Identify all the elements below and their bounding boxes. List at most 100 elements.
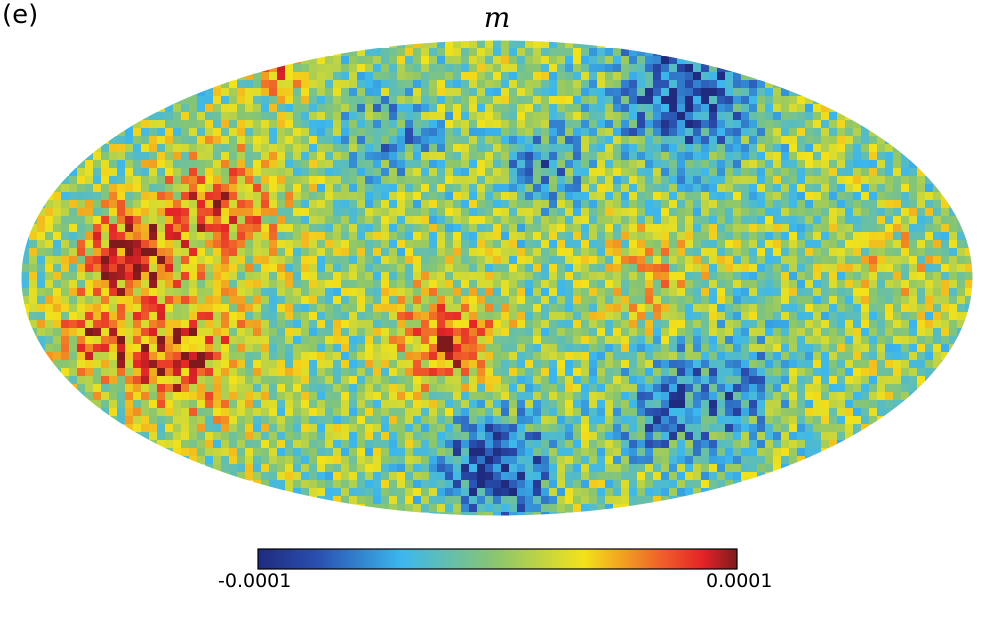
sky-pixel <box>829 144 838 153</box>
sky-pixel <box>541 208 550 217</box>
sky-pixel <box>493 96 502 105</box>
sky-pixel <box>557 112 566 121</box>
sky-pixel <box>781 88 790 97</box>
sky-pixel <box>149 200 158 209</box>
sky-pixel <box>693 136 702 145</box>
sky-pixel <box>517 40 526 49</box>
sky-pixel <box>605 344 614 353</box>
sky-pixel <box>765 200 774 209</box>
sky-pixel <box>733 128 742 137</box>
sky-pixel <box>437 224 446 233</box>
sky-pixel <box>157 320 166 329</box>
sky-pixel <box>93 216 102 225</box>
sky-pixel <box>181 392 190 401</box>
sky-pixel <box>357 240 366 249</box>
sky-pixel <box>557 152 566 161</box>
sky-pixel <box>573 392 582 401</box>
sky-pixel <box>309 336 318 345</box>
sky-pixel <box>253 224 262 233</box>
sky-pixel <box>797 176 806 185</box>
sky-pixel <box>29 256 38 265</box>
sky-pixel <box>253 328 262 337</box>
sky-pixel <box>309 128 318 137</box>
sky-pixel <box>245 384 254 393</box>
sky-pixel <box>965 288 973 297</box>
sky-pixel <box>165 192 174 201</box>
sky-pixel <box>269 304 278 313</box>
sky-pixel <box>533 368 542 377</box>
sky-pixel <box>453 200 462 209</box>
sky-pixel <box>269 136 278 145</box>
sky-pixel <box>317 176 326 185</box>
sky-pixel <box>853 424 862 433</box>
sky-pixel <box>421 144 430 153</box>
sky-pixel <box>373 64 382 73</box>
sky-pixel <box>541 248 550 257</box>
sky-pixel <box>701 128 710 137</box>
sky-pixel <box>261 176 270 185</box>
sky-pixel <box>941 280 950 289</box>
sky-pixel <box>253 392 262 401</box>
sky-pixel <box>821 160 830 169</box>
sky-pixel <box>309 384 318 393</box>
sky-pixel <box>357 280 366 289</box>
sky-pixel <box>589 368 598 377</box>
sky-pixel <box>629 192 638 201</box>
sky-pixel <box>541 376 550 385</box>
sky-pixel <box>437 200 446 209</box>
sky-pixel <box>469 368 478 377</box>
sky-pixel <box>821 416 830 425</box>
sky-pixel <box>229 352 238 361</box>
sky-pixel <box>469 192 478 201</box>
sky-pixel <box>117 352 126 361</box>
sky-pixel <box>509 344 518 353</box>
sky-pixel <box>757 376 766 385</box>
sky-pixel <box>589 232 598 241</box>
sky-pixel <box>125 416 134 425</box>
sky-pixel <box>381 216 390 225</box>
sky-pixel <box>269 320 278 329</box>
sky-pixel <box>157 272 166 281</box>
sky-pixel <box>477 176 486 185</box>
sky-pixel <box>485 384 494 393</box>
sky-pixel <box>157 392 166 401</box>
sky-pixel <box>341 160 350 169</box>
sky-pixel <box>525 112 534 121</box>
sky-pixel <box>621 240 630 249</box>
sky-pixel <box>437 256 446 265</box>
sky-pixel <box>885 160 894 169</box>
sky-pixel <box>397 144 406 153</box>
sky-pixel <box>637 384 646 393</box>
sky-pixel <box>573 72 582 81</box>
sky-pixel <box>845 192 854 201</box>
sky-pixel <box>133 216 142 225</box>
sky-pixel <box>301 312 310 321</box>
sky-pixel <box>581 224 590 233</box>
sky-pixel <box>789 128 798 137</box>
sky-pixel <box>485 40 494 49</box>
sky-pixel <box>677 176 686 185</box>
sky-pixel <box>709 368 718 377</box>
sky-pixel <box>909 280 918 289</box>
sky-pixel <box>205 408 214 417</box>
sky-pixel <box>469 352 478 361</box>
sky-pixel <box>605 208 614 217</box>
sky-pixel <box>261 312 270 321</box>
sky-pixel <box>461 192 470 201</box>
sky-pixel <box>405 336 414 345</box>
sky-pixel <box>877 304 886 313</box>
sky-pixel <box>629 224 638 233</box>
sky-pixel <box>157 416 166 425</box>
sky-pixel <box>517 88 526 97</box>
sky-pixel <box>725 136 734 145</box>
sky-pixel <box>101 312 110 321</box>
sky-pixel <box>525 320 534 329</box>
sky-pixel <box>565 368 574 377</box>
sky-pixel <box>629 368 638 377</box>
sky-pixel <box>421 392 430 401</box>
sky-pixel <box>301 128 310 137</box>
sky-pixel <box>237 392 246 401</box>
sky-pixel <box>933 208 942 217</box>
sky-pixel <box>677 392 686 401</box>
